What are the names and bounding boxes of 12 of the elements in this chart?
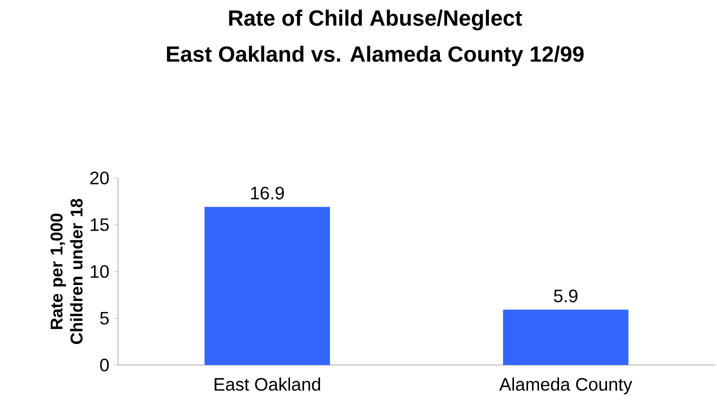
chart-subtitle: East Oakland vs. Alameda County 12/99	[166, 46, 584, 66]
data-label: 5.9	[554, 290, 578, 302]
y-axis-title: Rate per 1,000 Children under 18	[50, 198, 83, 344]
x-tick-label: Alameda County	[499, 378, 632, 394]
y-tick-label: 10	[90, 265, 109, 278]
y-tick-label: 5	[100, 312, 109, 325]
y-tick-label: 15	[90, 218, 109, 232]
chart-title: Rate of Child Abuse/Neglect	[229, 10, 522, 30]
y-tick-label: 20	[90, 172, 109, 184]
x-tick-label: East Oakland	[214, 378, 320, 391]
data-label: 16.9	[251, 186, 284, 200]
y-tick-label: 0	[100, 358, 109, 372]
